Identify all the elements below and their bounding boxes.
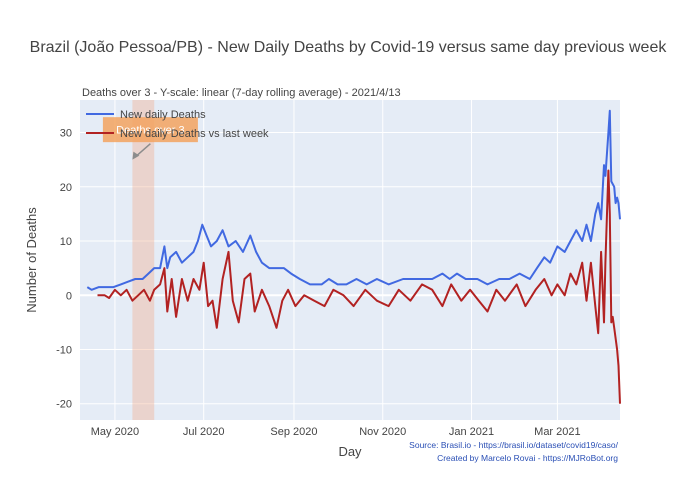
y-tick-label: 10: [60, 236, 72, 248]
x-axis-title: Day: [338, 444, 362, 459]
y-tick-label: 30: [60, 128, 72, 140]
x-tick-label: Sep 2020: [270, 426, 317, 438]
annotation-box: [102, 117, 198, 143]
y-tick-label: -10: [56, 344, 72, 356]
y-tick-label: 0: [66, 290, 72, 302]
chart-subtitle: Deaths over 3 - Y-scale: linear (7-day r…: [82, 87, 401, 99]
y-tick-label: -20: [56, 399, 72, 411]
series-layer: [86, 109, 621, 404]
series-line-2: [97, 169, 621, 404]
x-tick-label: Jul 2020: [183, 426, 225, 438]
source-line-1: Source: Brasil.io - https://brasil.io/da…: [409, 440, 618, 450]
x-tick-label: Mar 2021: [534, 426, 580, 438]
highlight-band: [132, 100, 155, 420]
tick-labels: -20 -10 0 10 20 30 May 2020 Jul 2020 Sep 2020 Nov…: [56, 128, 581, 438]
y-axis-title: Number of Deaths: [24, 207, 39, 313]
series-line-1: [86, 109, 621, 291]
annotation-arrowhead: [132, 151, 140, 160]
highlight-band-layer: [132, 100, 155, 420]
source-line-2: Created by Marcelo Rovai - https://MJRoB…: [437, 453, 618, 463]
chart-title: Brazil (João Pessoa/PB) - New Daily Deat…: [30, 39, 668, 56]
x-tick-label: May 2020: [91, 426, 139, 438]
y-tick-label: 20: [60, 182, 72, 194]
x-tick-label: Jan 2021: [449, 426, 494, 438]
legend-label-2[interactable]: New daily Deaths vs last week: [120, 128, 269, 140]
annotation-layer: Deaths over 3: [102, 117, 198, 160]
legend[interactable]: New daily Deaths New daily Deaths vs last…: [86, 109, 269, 140]
annotation-label: Deaths over 3: [116, 125, 184, 137]
x-tick-label: Nov 2020: [359, 426, 406, 438]
legend-label-1[interactable]: New daily Deaths: [120, 109, 206, 121]
